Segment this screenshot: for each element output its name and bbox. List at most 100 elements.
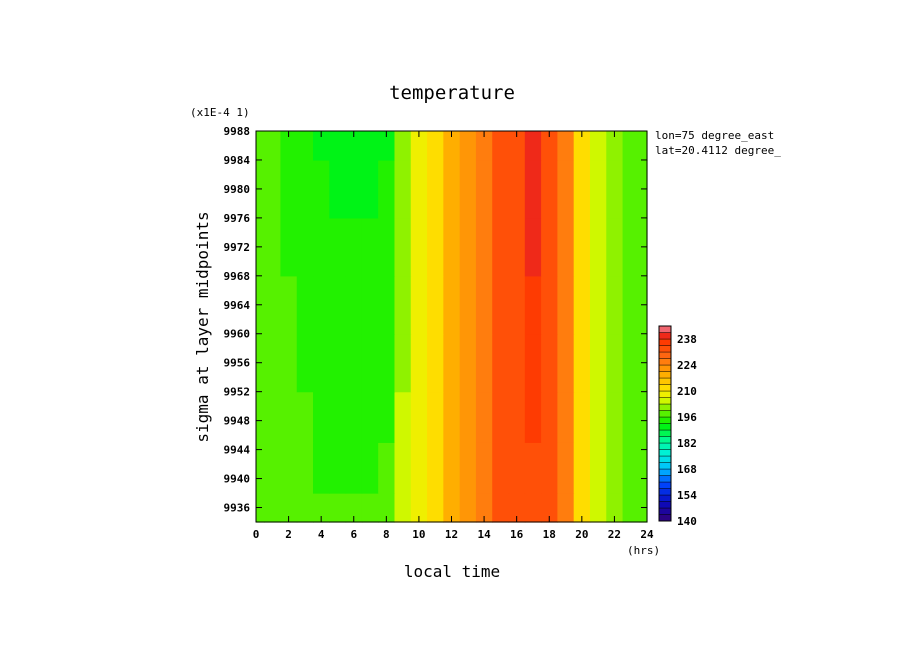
heatmap-cell bbox=[459, 442, 477, 494]
heatmap-cell bbox=[573, 131, 591, 161]
heatmap-cell bbox=[361, 442, 379, 494]
heatmap-cell bbox=[313, 442, 330, 494]
heatmap-cell bbox=[378, 217, 396, 277]
heatmap-cell bbox=[475, 131, 493, 161]
heatmap-cell bbox=[427, 217, 444, 277]
lat-annotation: lat=20.4112 degree_ bbox=[655, 144, 781, 157]
heatmap-cell bbox=[345, 275, 363, 335]
heatmap-cell bbox=[427, 131, 444, 161]
y-tick-label: 9968 bbox=[224, 270, 251, 283]
heatmap-cell bbox=[606, 217, 624, 277]
colorbar-tick-label: 210 bbox=[677, 385, 697, 398]
heatmap-cell bbox=[443, 333, 461, 393]
heatmap-cell bbox=[638, 442, 648, 494]
heatmap-cell bbox=[256, 442, 265, 494]
heatmap-cell bbox=[573, 275, 591, 335]
colorbar-swatch bbox=[658, 338, 672, 346]
heatmap-cell bbox=[443, 275, 461, 335]
heatmap-cell bbox=[345, 217, 363, 277]
heatmap-cells bbox=[256, 131, 648, 523]
heatmap-cell bbox=[622, 391, 640, 443]
heatmap-cell bbox=[541, 391, 558, 443]
colorbar-swatch bbox=[658, 410, 672, 418]
y-scale-note: (x1E-4 1) bbox=[190, 106, 250, 119]
heatmap-cell bbox=[313, 493, 330, 523]
heatmap-cell bbox=[296, 159, 314, 219]
heatmap-cell bbox=[524, 159, 542, 219]
colorbar-swatch bbox=[658, 514, 672, 522]
heatmap-cell bbox=[589, 391, 607, 443]
heatmap-cell bbox=[264, 391, 282, 443]
colorbar-swatch bbox=[658, 462, 672, 470]
heatmap-cell bbox=[606, 493, 624, 523]
heatmap-cell bbox=[313, 217, 330, 277]
heatmap-cell bbox=[296, 333, 314, 393]
x-tick-label: 10 bbox=[412, 528, 425, 541]
heatmap-cell bbox=[589, 275, 607, 335]
colorbar-swatch bbox=[658, 345, 672, 353]
heatmap-cell bbox=[492, 159, 510, 219]
heatmap-cell bbox=[557, 442, 575, 494]
colorbar-swatch bbox=[658, 364, 672, 372]
y-tick-label: 9952 bbox=[224, 386, 251, 399]
colorbar-tick-label: 238 bbox=[677, 333, 697, 346]
heatmap-cell bbox=[345, 493, 363, 523]
heatmap-cell bbox=[541, 333, 558, 393]
x-unit-label: (hrs) bbox=[627, 544, 660, 557]
heatmap-cell bbox=[329, 493, 347, 523]
heatmap-cell bbox=[410, 333, 428, 393]
heatmap-cell bbox=[280, 493, 298, 523]
heatmap-cell bbox=[313, 391, 330, 443]
colorbar-tick-label: 154 bbox=[677, 489, 697, 502]
heatmap-cell bbox=[256, 131, 265, 161]
heatmap-cell bbox=[329, 333, 347, 393]
heatmap-cell bbox=[557, 159, 575, 219]
heatmap-cell bbox=[264, 159, 282, 219]
colorbar-swatch bbox=[658, 449, 672, 457]
heatmap-cell bbox=[280, 159, 298, 219]
y-tick-label: 9948 bbox=[224, 415, 251, 428]
heatmap-cell bbox=[508, 159, 526, 219]
heatmap-cell bbox=[280, 333, 298, 393]
heatmap-cell bbox=[622, 159, 640, 219]
heatmap-cell bbox=[280, 442, 298, 494]
heatmap-cell bbox=[329, 159, 347, 219]
chart-title: temperature bbox=[389, 82, 515, 104]
heatmap-cell bbox=[296, 217, 314, 277]
heatmap-cell bbox=[329, 442, 347, 494]
heatmap-cell bbox=[329, 131, 347, 161]
heatmap-cell bbox=[410, 217, 428, 277]
heatmap-cell bbox=[459, 131, 477, 161]
y-axis-label: sigma at layer midpoints bbox=[193, 211, 212, 442]
heatmap-cell bbox=[459, 391, 477, 443]
heatmap-cell bbox=[378, 391, 396, 443]
heatmap-cell bbox=[492, 275, 510, 335]
x-tick-label: 4 bbox=[318, 528, 325, 541]
heatmap-cell bbox=[524, 333, 542, 393]
colorbar-swatch bbox=[658, 351, 672, 359]
heatmap-cell bbox=[606, 159, 624, 219]
heatmap-cell bbox=[524, 493, 542, 523]
x-tick-label: 0 bbox=[253, 528, 260, 541]
x-tick-label: 20 bbox=[575, 528, 588, 541]
heatmap-cell bbox=[622, 333, 640, 393]
colorbar-swatch bbox=[658, 384, 672, 392]
y-tick-label: 9964 bbox=[224, 299, 251, 312]
heatmap-cell bbox=[394, 493, 412, 523]
heatmap-cell bbox=[475, 391, 493, 443]
heatmap-cell bbox=[394, 333, 412, 393]
heatmap-cell bbox=[296, 391, 314, 443]
heatmap-cell bbox=[573, 391, 591, 443]
colorbar-swatch bbox=[658, 377, 672, 385]
heatmap-cell bbox=[622, 131, 640, 161]
x-tick-label: 8 bbox=[383, 528, 390, 541]
y-tick-label: 9956 bbox=[224, 357, 251, 370]
colorbar-swatch bbox=[658, 494, 672, 502]
colorbar-swatch bbox=[658, 390, 672, 398]
colorbar-swatch bbox=[658, 436, 672, 444]
heatmap-cell bbox=[329, 391, 347, 443]
heatmap-cell bbox=[508, 217, 526, 277]
heatmap-cell bbox=[394, 442, 412, 494]
heatmap-cell bbox=[622, 493, 640, 523]
y-tick-label: 9944 bbox=[224, 444, 251, 457]
